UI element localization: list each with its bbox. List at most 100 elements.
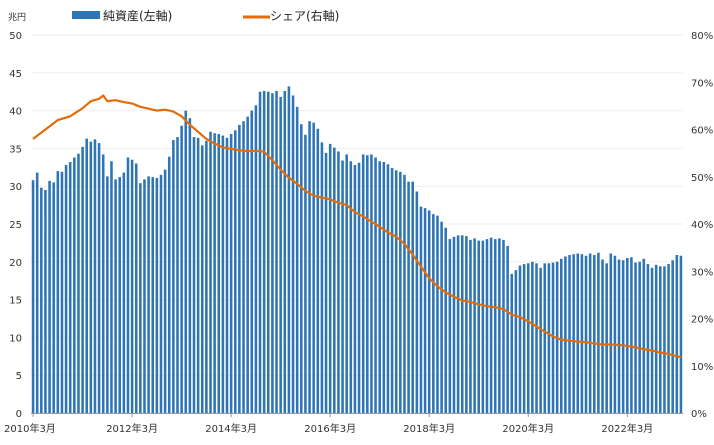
net-assets-bar xyxy=(267,91,270,413)
x-tick-label: 2022年3月 xyxy=(601,422,653,435)
y-right-tick-label: 10% xyxy=(691,362,713,373)
net-assets-bar xyxy=(419,206,423,413)
net-assets-bar xyxy=(291,95,295,413)
net-assets-bar xyxy=(638,261,641,413)
net-assets-bar xyxy=(469,239,472,413)
share-line-path xyxy=(32,94,682,359)
net-assets-bar xyxy=(147,176,150,413)
y-left-tick-label: 50 xyxy=(9,31,22,42)
net-assets-bar xyxy=(444,227,447,413)
y-left-tick-label: 40 xyxy=(9,107,22,118)
net-assets-bar xyxy=(180,125,183,413)
net-assets-bar xyxy=(345,154,348,413)
net-assets-bar xyxy=(597,252,600,413)
net-assets-bar xyxy=(539,267,542,413)
net-assets-bar xyxy=(130,159,134,413)
net-assets-bar xyxy=(626,258,629,413)
y-left-tick-label: 20 xyxy=(9,258,22,269)
net-assets-bar xyxy=(423,208,427,413)
y-right-tick-label: 50% xyxy=(691,173,713,184)
net-assets-bar xyxy=(465,236,468,413)
net-assets-bar xyxy=(246,116,249,414)
net-assets-bar xyxy=(481,240,485,413)
y-right-tick-label: 70% xyxy=(691,78,713,89)
net-assets-bar xyxy=(217,134,221,414)
net-assets-bar xyxy=(205,140,208,413)
net-assets-bar xyxy=(283,90,287,413)
net-assets-bar xyxy=(378,161,381,413)
net-assets-bar xyxy=(316,128,320,414)
net-assets-bar xyxy=(238,124,241,414)
y-left-tick-label: 30 xyxy=(9,182,22,193)
legend: 純資産(左軸) シェア(右軸) xyxy=(72,8,339,23)
net-assets-bar xyxy=(630,257,633,413)
net-assets-bar xyxy=(456,235,460,413)
net-assets-bar xyxy=(97,143,101,414)
net-assets-bar xyxy=(221,135,225,414)
net-assets-bar xyxy=(667,264,670,413)
net-assets-bar xyxy=(403,174,406,413)
net-assets-bar xyxy=(522,264,526,413)
net-assets-bar xyxy=(151,177,155,413)
net-assets-bar xyxy=(543,263,547,413)
net-assets-bar xyxy=(139,183,142,413)
y-right-tick-label: 0% xyxy=(691,409,707,420)
net-assets-bar xyxy=(366,155,369,413)
net-assets-bar xyxy=(564,256,567,413)
net-assets-bar xyxy=(196,137,200,413)
net-assets-bar xyxy=(328,143,332,414)
net-assets-bar xyxy=(675,255,679,413)
net-assets-bar xyxy=(77,153,80,413)
net-assets-bar xyxy=(176,137,179,413)
net-assets-bar xyxy=(477,240,481,413)
net-assets-bar xyxy=(473,238,476,413)
net-assets-bar xyxy=(568,255,571,413)
net-assets-bar xyxy=(40,187,43,413)
net-assets-bar xyxy=(271,93,274,414)
net-assets-bar xyxy=(407,181,410,413)
net-assets-bar xyxy=(427,210,431,413)
net-assets-bar xyxy=(287,86,291,413)
legend-bar-swatch xyxy=(72,11,100,19)
net-assets-bar xyxy=(436,215,439,413)
net-assets-bar xyxy=(485,239,489,413)
net-assets-bar xyxy=(374,157,377,413)
net-assets-bar xyxy=(279,96,282,414)
net-assets-bar xyxy=(526,263,530,413)
net-assets-bar xyxy=(341,160,344,413)
net-assets-bar xyxy=(572,254,575,413)
net-assets-bar xyxy=(654,264,658,413)
axes: 0 5 10 15 20 25 30 35 40 45 50 0% 10% 20% 30% 40% 50% 60%… xyxy=(4,31,713,435)
net-assets-bar xyxy=(233,130,237,413)
net-assets-bar xyxy=(576,253,580,413)
net-assets-bar xyxy=(320,142,324,413)
net-assets-bar xyxy=(114,179,117,413)
net-assets-bar xyxy=(489,237,493,413)
net-assets-bar xyxy=(411,181,414,413)
net-assets-bar xyxy=(122,172,126,413)
net-assets-bar xyxy=(106,176,109,413)
x-tick-label: 2012年3月 xyxy=(106,422,158,435)
net-assets-bar xyxy=(605,263,608,413)
y-left-tick-label: 5 xyxy=(16,371,22,382)
net-assets-bar xyxy=(184,110,188,413)
net-assets-bar xyxy=(650,267,654,413)
net-assets-bar xyxy=(613,255,617,413)
net-assets-bar xyxy=(250,110,254,413)
net-assets-bar xyxy=(56,171,60,413)
y-left-tick-label: 15 xyxy=(9,296,22,307)
net-assets-bar xyxy=(493,239,497,413)
net-assets-bar xyxy=(593,255,596,413)
net-assets-bar xyxy=(44,189,47,413)
net-assets-bar xyxy=(642,258,646,413)
net-assets-bar xyxy=(213,133,216,413)
net-assets-bar xyxy=(229,134,233,414)
net-assets-bar xyxy=(118,177,121,413)
x-tick-label: 2014年3月 xyxy=(205,422,257,435)
net-assets-bar xyxy=(48,180,51,413)
net-assets-bar xyxy=(584,255,588,413)
net-assets-bar xyxy=(514,270,518,413)
net-assets-bar xyxy=(262,90,266,413)
net-assets-bar xyxy=(163,169,167,413)
net-assets-bar xyxy=(172,140,175,413)
